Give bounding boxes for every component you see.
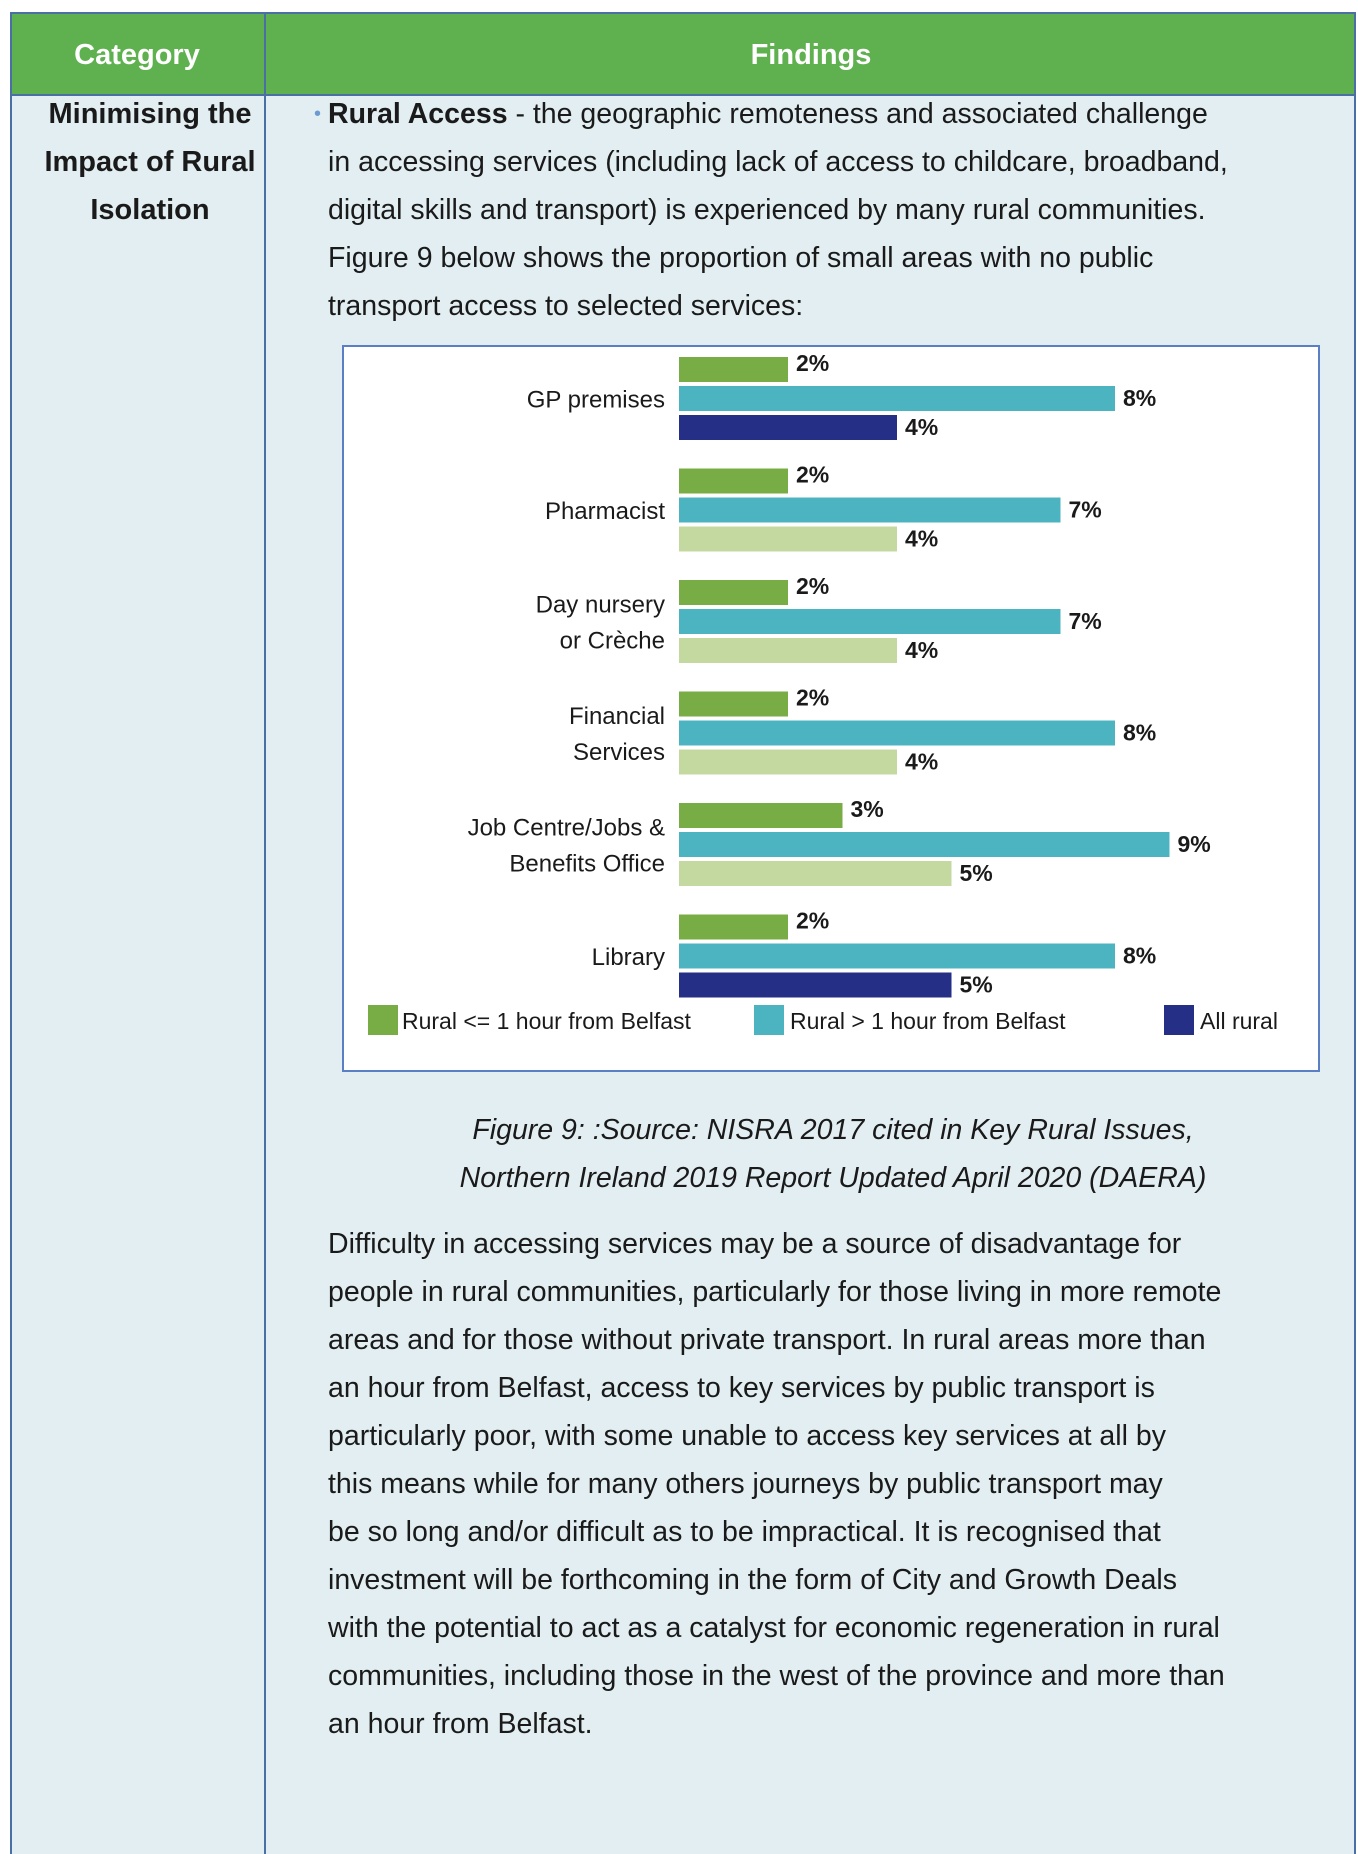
legend-label: All rural [1200,1008,1278,1034]
bar-rural-1-hour-from-belfast [679,468,788,494]
bar-all-rural [679,638,897,663]
category-label: Library [592,944,665,971]
body-line: with the potential to act as a catalyst … [328,1612,1220,1644]
data-label: 4% [905,749,938,775]
category-line: Minimising the [48,98,252,130]
bar-rural-1-hour-from-belfast [679,832,1170,857]
data-label: 4% [905,637,938,663]
category-label: Pharmacist [545,498,665,525]
data-label: 2% [796,350,829,376]
body-line: people in rural communities, particularl… [328,1276,1222,1308]
figure-9-chart: GP premises 2% 8% 4% Pharmacist 2% 7% 4% Day nur… [342,345,1320,1072]
bar-rural-1-hour-from-belfast [679,497,1061,523]
bar-rural-1-hour-from-belfast [679,803,843,828]
bar-rural-1-hour-from-belfast [679,386,1115,411]
intro-text: - the geographic remoteness and associat… [507,98,1208,130]
category-label: Services [573,739,665,766]
bar-chart: GP premises 2% 8% 4% Pharmacist 2% 7% 4% Day nur… [368,350,1278,1035]
bar-all-rural [679,861,952,886]
bar-all-rural [679,415,897,440]
caption-line: Northern Ireland 2019 Report Updated Apr… [459,1162,1207,1194]
category-cell: Minimising the Impact of Rural Isolation [0,90,300,234]
bar-rural-1-hour-from-belfast [679,691,788,717]
category-label: Job Centre/Jobs & [468,815,665,842]
body-line: Difficulty in accessing services may be … [328,1228,1182,1260]
table-border-left [10,12,12,1854]
findings-body: Difficulty in accessing services may be … [328,1220,1340,1748]
intro-line: digital skills and transport) is experie… [328,194,1206,226]
intro-line: Figure 9 below shows the proportion of s… [328,242,1154,274]
body-line: this means while for many others journey… [328,1468,1163,1500]
column-divider [264,12,266,1854]
category-label: or Crèche [560,628,665,655]
body-line: an hour from Belfast. [328,1708,593,1740]
legend-swatch [368,1005,398,1035]
bar-rural-1-hour-from-belfast [679,357,788,382]
data-label: 2% [796,685,829,711]
findings-intro: • Rural Access - the geographic remotene… [314,90,1338,330]
rural-access-heading: Rural Access [328,98,508,130]
data-label: 9% [1178,831,1211,857]
legend-label: Rural <= 1 hour from Belfast [402,1008,692,1034]
header-divider [10,94,1356,96]
data-label: 5% [960,860,993,886]
data-label: 2% [796,573,829,599]
bar-all-rural [679,526,897,552]
category-line: Isolation [90,194,210,226]
data-label: 8% [1123,943,1156,969]
legend-swatch [754,1005,784,1035]
bar-rural-1-hour-from-belfast [679,720,1115,746]
bar-all-rural [679,749,897,775]
table-border-right [1354,12,1356,1854]
category-label: Benefits Office [509,851,665,878]
body-line: areas and for those without private tran… [328,1324,1206,1356]
bar-all-rural [679,972,952,998]
body-line: investment will be forthcoming in the fo… [328,1564,1178,1596]
header-findings: Findings [750,38,872,71]
body-line: an hour from Belfast, access to key serv… [328,1372,1155,1404]
caption-line: Figure 9: :Source: NISRA 2017 cited in K… [472,1114,1194,1146]
data-label: 4% [905,414,938,440]
data-label: 3% [851,796,884,822]
bar-rural-1-hour-from-belfast [679,914,788,940]
data-label: 7% [1069,608,1102,634]
bar-rural-1-hour-from-belfast [679,943,1115,969]
bar-rural-1-hour-from-belfast [679,580,788,605]
category-label: Financial [569,703,665,730]
header-category: Category [74,38,200,71]
table-header-row: Category Findings [10,12,1356,96]
category-label: GP premises [527,387,665,414]
intro-line: transport access to selected services: [328,290,804,322]
category-label: Day nursery [536,592,665,619]
data-label: 7% [1069,497,1102,523]
bullet-icon: • [314,103,322,125]
data-label: 4% [905,526,938,552]
data-label: 5% [960,972,993,998]
body-line: particularly poor, with some unable to a… [328,1420,1166,1452]
legend-label: Rural > 1 hour from Belfast [790,1008,1066,1034]
body-line: communities, including those in the west… [328,1660,1225,1692]
data-label: 8% [1123,720,1156,746]
data-label: 2% [796,462,829,488]
category-line: Impact of Rural [44,146,256,178]
intro-line: Rural Access - the geographic remoteness… [328,90,1338,138]
legend-swatch [1164,1005,1194,1035]
bar-rural-1-hour-from-belfast [679,609,1061,634]
body-line: be so long and/or difficult as to be imp… [328,1516,1161,1548]
intro-line: in accessing services (including lack of… [328,146,1228,178]
data-label: 8% [1123,385,1156,411]
figure-caption: Figure 9: :Source: NISRA 2017 cited in K… [328,1106,1338,1202]
data-label: 2% [796,908,829,934]
